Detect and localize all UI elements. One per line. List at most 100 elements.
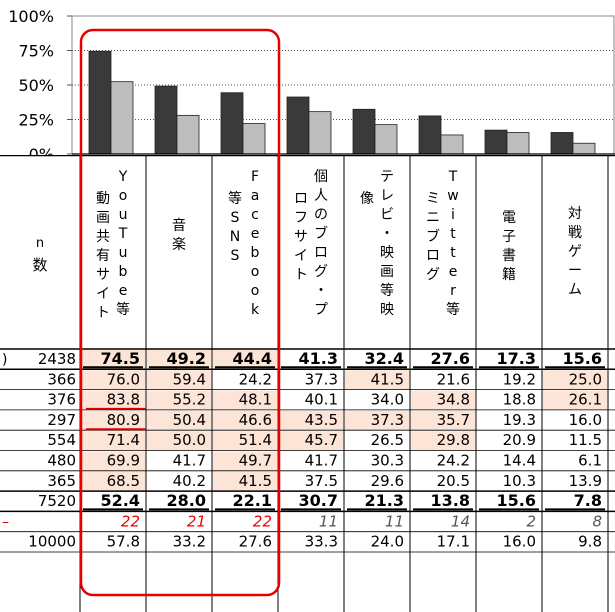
table-cell: 13.8 — [431, 491, 470, 510]
column-header-char: サ — [294, 229, 308, 245]
table-cell: 74.5 — [101, 349, 140, 368]
table-cell: 48.1 — [239, 391, 272, 409]
column-header-char: 等 — [228, 190, 242, 207]
column-header-char: ビ — [380, 207, 394, 223]
bar — [154, 85, 178, 155]
cell-highlight — [411, 410, 475, 431]
column-header-char: 人 — [314, 188, 328, 204]
table-cell: 50.0 — [173, 431, 206, 449]
column-header-char: Y — [118, 169, 128, 185]
table-cell: 30.3 — [371, 452, 404, 470]
column-header-char: サ — [96, 267, 110, 283]
n-cell: 10000 — [28, 533, 76, 551]
table-cell: 22 — [121, 512, 140, 530]
table-cell: 20.9 — [503, 431, 536, 449]
column-header-char: a — [251, 188, 260, 204]
table-cell: 19.2 — [503, 370, 536, 388]
column-header-char: 電 — [502, 210, 516, 226]
column-header-char: t — [450, 245, 456, 261]
column-header-char: w — [447, 188, 458, 204]
column-header-char: 籍 — [502, 266, 516, 283]
n-cell: 366 — [47, 370, 76, 388]
cell-highlight — [411, 431, 475, 451]
column-header-char: 対 — [568, 206, 582, 222]
table-cell: 24.2 — [437, 452, 470, 470]
bar — [220, 92, 244, 155]
y-tick-label: 0% — [29, 145, 54, 155]
n-cell: 297 — [47, 411, 76, 429]
table-cell: 57.8 — [107, 533, 140, 551]
table-cell: 40.2 — [173, 472, 206, 490]
table-cell: 22.1 — [233, 491, 272, 510]
column-header-char: e — [119, 283, 128, 299]
column-header-char: 画 — [96, 210, 110, 226]
table-cell: 19.3 — [503, 411, 536, 429]
column-header-char: テ — [380, 169, 394, 185]
table-cell: 26.5 — [371, 431, 404, 449]
cell-highlight — [543, 390, 607, 410]
column-header-char: 戦 — [568, 225, 582, 241]
column-header-char: 動 — [96, 191, 110, 207]
column-header-char: ブ — [314, 225, 328, 242]
table-cell: 15.6 — [497, 491, 536, 510]
column-header-char: ・ — [380, 226, 394, 242]
table-cell: 10.3 — [503, 472, 536, 490]
table-cell: 34.0 — [371, 391, 404, 409]
table-cell: 68.5 — [107, 472, 140, 490]
bar — [506, 132, 530, 155]
column-header-char: e — [251, 226, 260, 242]
bar — [484, 129, 508, 155]
column-header-char: ト — [294, 267, 308, 283]
column-header-char: 像 — [360, 191, 374, 207]
table-cell: 37.3 — [305, 370, 338, 388]
column-header-char: 等 — [116, 301, 130, 318]
table-cell: 80.9 — [107, 411, 140, 429]
table-cell: 21 — [187, 512, 206, 530]
bar — [88, 50, 112, 155]
n-cell: 7520 — [38, 492, 76, 510]
table-cell: 16.0 — [569, 411, 602, 429]
table-cell: 11 — [319, 512, 338, 530]
table-cell: 24.2 — [239, 370, 272, 388]
bar — [308, 111, 332, 155]
column-header-char: T — [118, 226, 128, 242]
table-cell: 37.3 — [371, 411, 404, 429]
column-header-char: u — [119, 245, 128, 261]
table-cell: 46.6 — [239, 411, 272, 429]
table-cell: 11.5 — [569, 431, 602, 449]
column-header-char: i — [451, 207, 455, 223]
bar — [286, 96, 310, 155]
bar — [242, 123, 266, 155]
column-header-char: o — [119, 188, 128, 204]
n-cell: 480 — [47, 452, 76, 470]
column-header-char: b — [251, 245, 260, 261]
column-header-char: 等 — [380, 282, 394, 299]
column-header-char: k — [251, 302, 260, 318]
table-cell: 7.8 — [574, 491, 602, 510]
table-cell: 18.8 — [503, 391, 536, 409]
cell-highlight — [345, 370, 409, 390]
table-cell: 83.8 — [107, 391, 140, 409]
table-cell: 32.4 — [365, 349, 404, 368]
column-header-char: ロ — [426, 248, 440, 264]
n-cell: 2438 — [38, 350, 76, 368]
row-stub: ) — [2, 352, 7, 368]
table-cell: 41.5 — [239, 472, 272, 490]
column-header-char: 個 — [314, 169, 328, 185]
table-cell: 29.6 — [371, 472, 404, 490]
table-cell: 13.9 — [569, 472, 602, 490]
table-cell: 28.0 — [167, 491, 206, 510]
column-header-char: ロ — [294, 191, 308, 207]
column-header-char: ミ — [426, 191, 440, 207]
table-cell: 71.4 — [107, 431, 140, 449]
column-header-char: F — [251, 169, 259, 185]
column-header-char: グ — [426, 267, 440, 283]
bar — [440, 134, 464, 155]
bar-chart: 100% 75% 50% 25% 0% — [8, 7, 615, 155]
column-header-char: イ — [96, 286, 110, 302]
column-header-char: T — [448, 169, 458, 185]
bar — [352, 108, 376, 155]
table-cell: 33.2 — [173, 533, 206, 551]
column-header-char: 映 — [380, 302, 394, 318]
cell-highlight — [345, 410, 409, 431]
